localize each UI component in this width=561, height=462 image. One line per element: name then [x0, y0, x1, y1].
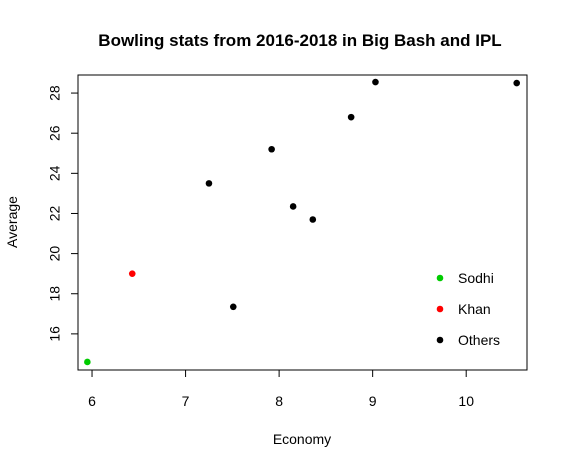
legend-label-khan: Khan	[458, 301, 491, 317]
y-tick-label: 16	[47, 326, 63, 342]
data-point-others-4	[309, 216, 317, 223]
x-axis: 6 7 8 9 10	[88, 370, 474, 409]
legend: Sodhi Khan Others	[436, 270, 500, 348]
data-point-sodhi-0	[84, 358, 91, 366]
data-point-others-3	[289, 203, 297, 210]
y-tick-label: 22	[47, 205, 63, 221]
plot-area-frame	[77, 74, 528, 371]
chart-title: Bowling stats from 2016-2018 in Big Bash…	[98, 31, 501, 50]
x-tick-label: 7	[182, 393, 190, 409]
x-tick-label: 10	[458, 393, 474, 409]
y-tick-label: 24	[47, 165, 63, 181]
legend-marker-sodhi	[436, 274, 444, 282]
data-point-others-1	[229, 303, 237, 311]
data-point-others-6	[372, 78, 379, 86]
legend-label-others: Others	[458, 332, 500, 348]
data-points	[84, 78, 521, 366]
data-point-others-0	[205, 180, 213, 187]
legend-marker-others	[436, 336, 444, 344]
legend-label-sodhi: Sodhi	[458, 270, 494, 286]
y-tick-label: 28	[47, 85, 63, 101]
data-point-khan-0	[128, 270, 136, 277]
y-tick-label: 26	[47, 125, 63, 141]
y-axis-label: Average	[4, 196, 20, 248]
data-point-others-2	[268, 145, 275, 153]
y-axis: 16 18 20 22 24 26 28	[47, 85, 78, 342]
x-tick-label: 9	[369, 393, 377, 409]
x-tick-label: 8	[275, 393, 283, 409]
y-tick-label: 18	[47, 286, 63, 302]
legend-marker-khan	[436, 305, 444, 313]
data-point-others-5	[347, 113, 355, 121]
y-tick-label: 20	[47, 246, 63, 262]
data-point-others-7	[513, 79, 521, 87]
x-axis-label: Economy	[273, 431, 331, 447]
x-tick-label: 6	[88, 393, 96, 409]
